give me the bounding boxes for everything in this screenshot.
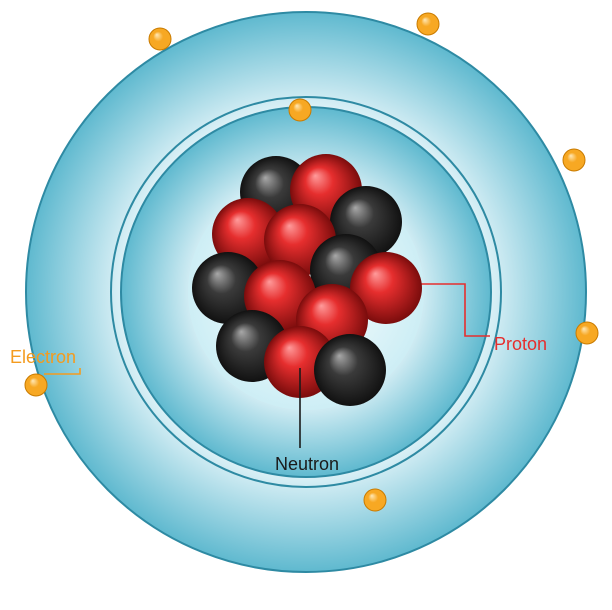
electron-particle [289, 99, 311, 121]
electron-particle [563, 149, 585, 171]
electron-particle [364, 489, 386, 511]
neutron-label: Neutron [275, 455, 339, 473]
electron-particle [417, 13, 439, 35]
electron-label: Electron [10, 348, 76, 366]
electron-particle [25, 374, 47, 396]
atom-diagram: Electron Proton Neutron [0, 0, 612, 610]
proton-label: Proton [494, 335, 547, 353]
electron-particle [576, 322, 598, 344]
electron-particle [149, 28, 171, 50]
neutron-nucleon [314, 334, 386, 406]
atom-svg [0, 0, 612, 610]
